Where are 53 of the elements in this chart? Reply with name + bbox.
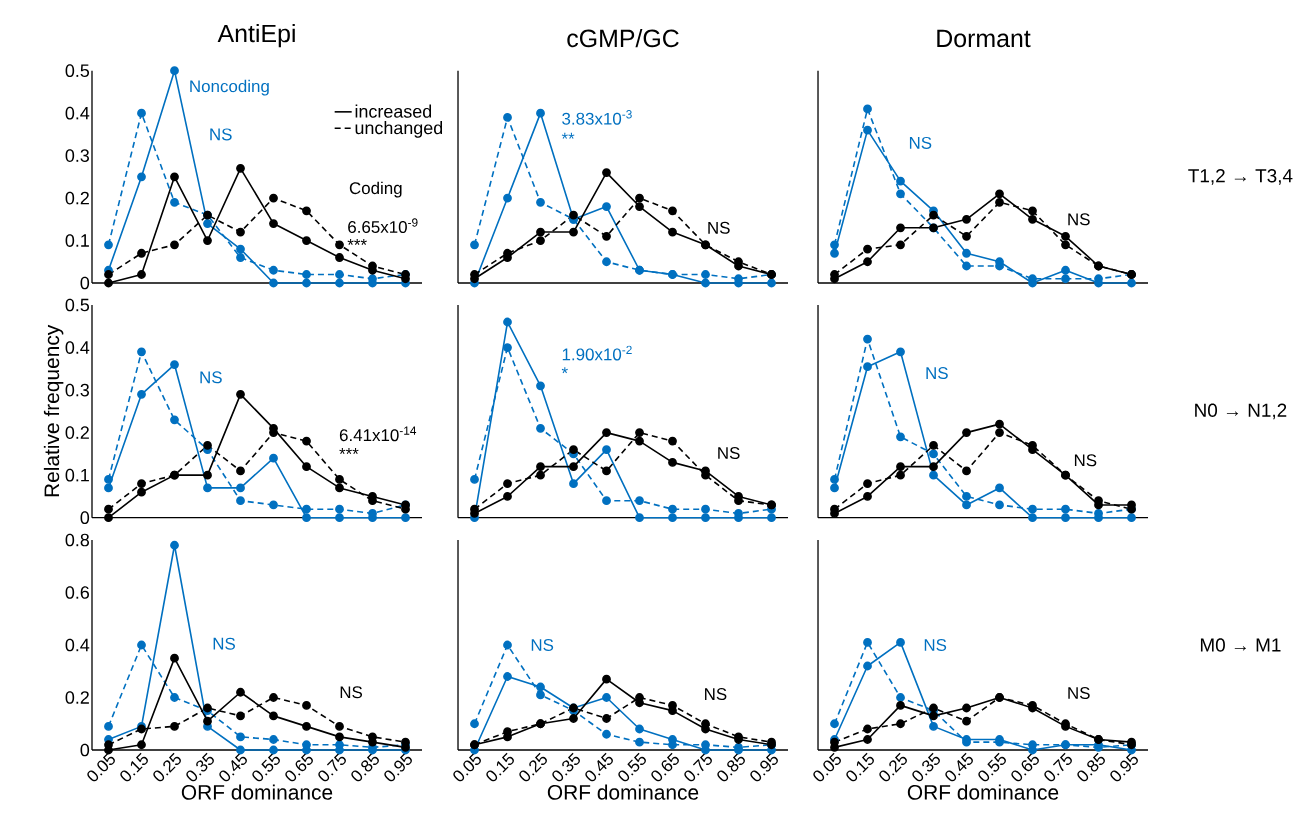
annotation: NS [705,688,727,701]
chart-title: cGMP/GC [567,28,679,48]
y-tick-label: 0.2 [65,426,89,439]
chart-title: AntiEpi [217,23,295,48]
annotation: 6.65x10$^{-9}$ [348,218,418,234]
y-tick-label: 0.3 [65,149,90,162]
annotation: NS [708,221,730,234]
text: M0 → M1 [1200,638,1281,652]
text: N0 → N1,2 [1195,403,1287,420]
y-tick-label: 0.8 [65,533,90,547]
y-tick-label: 0.2 [65,191,89,205]
annotation: 1.90x10$^{-2}$ [562,345,632,361]
y-tick-label: 0.3 [65,383,90,397]
annotation: NS [340,686,363,699]
y-tick-label: 0.5 [65,298,90,312]
annotation: NS [926,367,948,380]
y-tick-label: 0.1 [65,234,89,247]
y-axis-title: Relative frequency [43,324,64,497]
x-axis-title: ORF dominance [907,784,1059,800]
annotation: NS [924,639,947,651]
y-tick-label: 0.6 [65,586,90,599]
chart-title: Dormant [937,29,1031,48]
y-tick-label: 0.4 [65,341,90,354]
annotation: NS [210,128,232,141]
y-tick-label: 0 [80,276,90,290]
y-tick-label: 0 [80,511,90,525]
y-tick-label: 0.5 [65,64,90,78]
annotation: *** [339,448,359,455]
x-axis-title: ORF dominance [547,784,699,800]
annotation: NS [909,136,932,149]
annotation: NS [718,447,740,460]
annotation: *** [347,238,367,245]
annotation: ** [561,132,575,139]
annotation: NS [1068,687,1090,700]
x-axis-title: ORF dominance [181,784,333,800]
annotation: Noncoding [190,79,269,96]
annotation: NS [200,371,222,384]
y-tick-label: 0 [80,743,90,757]
annotation: 3.83x10$^{-3}$ [562,110,632,125]
annotation: NS [213,637,235,650]
y-tick-label: 0.4 [65,638,90,652]
y-tick-label: 0.2 [65,691,89,704]
annotation: * [561,367,568,374]
y-tick-label: 0.1 [65,468,89,482]
legend-label: increased [355,104,432,118]
y-tick-label: 0.4 [65,106,90,120]
annotation: 6.41x10$^{-14}$ [339,426,417,442]
legend-label: unchanged [355,121,443,138]
text: T1,2 → T3,4 [1188,169,1293,185]
annotation: NS [1068,213,1090,226]
annotation: NS [531,639,554,651]
annotation: NS [1074,454,1097,467]
annotation: Coding [349,181,402,198]
